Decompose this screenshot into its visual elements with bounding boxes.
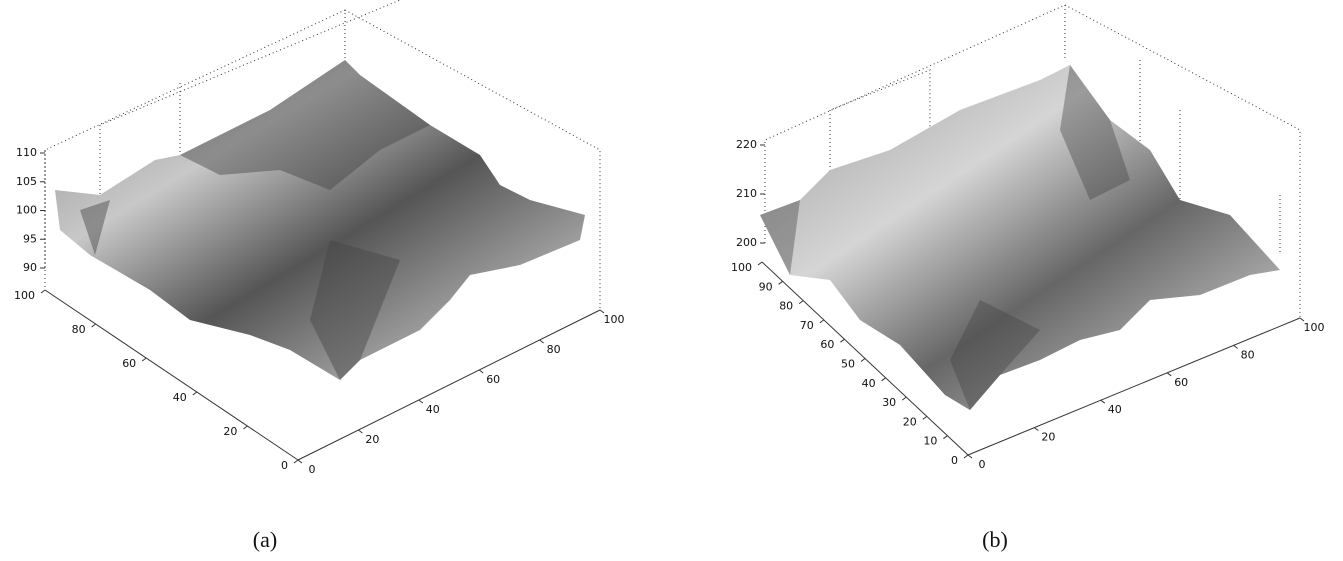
y-tick-label: 20 xyxy=(903,415,917,428)
z-tick-label: 90 xyxy=(23,261,37,274)
y-tick-label: 100 xyxy=(14,289,35,302)
x-tick xyxy=(599,309,605,314)
z-tick-label: 100 xyxy=(16,204,37,217)
y-tick xyxy=(141,357,147,362)
x-axis xyxy=(297,309,601,461)
box-line xyxy=(44,0,601,310)
x-tick-label: 0 xyxy=(309,463,316,476)
z-tick-label: 220 xyxy=(736,138,757,151)
x-tick xyxy=(967,454,973,459)
surface xyxy=(55,60,585,380)
x-tick xyxy=(1034,427,1039,432)
x-tick-label: 20 xyxy=(1041,431,1055,444)
y-axis xyxy=(44,289,299,461)
y-tick-label: 60 xyxy=(122,357,136,370)
surface xyxy=(760,65,1280,410)
x-tick xyxy=(539,339,544,344)
x-tick xyxy=(478,369,484,374)
y-tick-label: 80 xyxy=(72,323,86,336)
y-tick xyxy=(819,319,825,324)
x-tick xyxy=(1299,317,1305,322)
caption: (b) xyxy=(982,527,1008,552)
x-tick-label: 40 xyxy=(1108,403,1122,416)
y-tick-label: 80 xyxy=(779,300,793,313)
y-tick-label: 0 xyxy=(281,459,288,472)
caption: (a) xyxy=(253,527,277,552)
x-tick-label: 100 xyxy=(1304,321,1325,334)
y-tick xyxy=(293,459,299,464)
y-tick-label: 10 xyxy=(923,435,937,448)
x-tick-label: 80 xyxy=(1241,348,1255,361)
y-tick xyxy=(798,300,804,305)
y-tick-label: 20 xyxy=(223,425,237,438)
y-tick xyxy=(192,391,198,396)
x-tick-label: 60 xyxy=(486,373,500,386)
x-tick xyxy=(1233,344,1238,349)
x-tick xyxy=(297,459,303,464)
y-tick xyxy=(840,338,845,343)
z-tick-label: 110 xyxy=(16,146,37,159)
y-tick-label: 50 xyxy=(841,358,855,371)
y-tick xyxy=(901,396,907,401)
x-tick-label: 80 xyxy=(547,343,561,356)
x-tick-label: 100 xyxy=(604,313,625,326)
y-tick xyxy=(243,425,248,430)
y-tick xyxy=(881,377,886,382)
x-tick xyxy=(418,399,424,404)
y-tick xyxy=(757,261,763,266)
y-tick xyxy=(40,289,46,294)
x-tick xyxy=(1166,372,1172,377)
z-tick-label: 105 xyxy=(16,175,37,188)
x-axis xyxy=(967,317,1301,456)
y-tick-label: 100 xyxy=(731,261,752,274)
x-tick xyxy=(1100,399,1106,404)
surface-shade xyxy=(80,60,430,380)
y-tick xyxy=(91,323,96,328)
x-tick xyxy=(358,429,363,434)
panel-a: (a) xyxy=(44,0,601,552)
x-tick-label: 60 xyxy=(1174,376,1188,389)
y-tick-label: 60 xyxy=(820,338,834,351)
x-tick-label: 0 xyxy=(979,458,986,471)
z-tick-label: 200 xyxy=(736,236,757,249)
z-tick-label: 210 xyxy=(736,187,757,200)
y-tick-label: 0 xyxy=(951,454,958,467)
y-tick xyxy=(963,454,969,459)
y-tick-label: 90 xyxy=(759,280,773,293)
y-tick-label: 40 xyxy=(862,377,876,390)
panel-b: (b) xyxy=(760,4,1301,552)
y-tick-label: 40 xyxy=(173,391,187,404)
box-line xyxy=(764,4,1301,318)
x-tick-label: 20 xyxy=(365,433,379,446)
y-tick xyxy=(860,358,866,362)
y-tick-label: 70 xyxy=(800,319,814,332)
z-tick-label: 95 xyxy=(23,232,37,245)
y-tick xyxy=(778,280,783,285)
x-tick-label: 40 xyxy=(426,403,440,416)
y-tick xyxy=(943,435,948,440)
y-tick xyxy=(922,415,928,420)
y-tick-label: 30 xyxy=(882,396,896,409)
surface-shade xyxy=(760,65,1130,410)
